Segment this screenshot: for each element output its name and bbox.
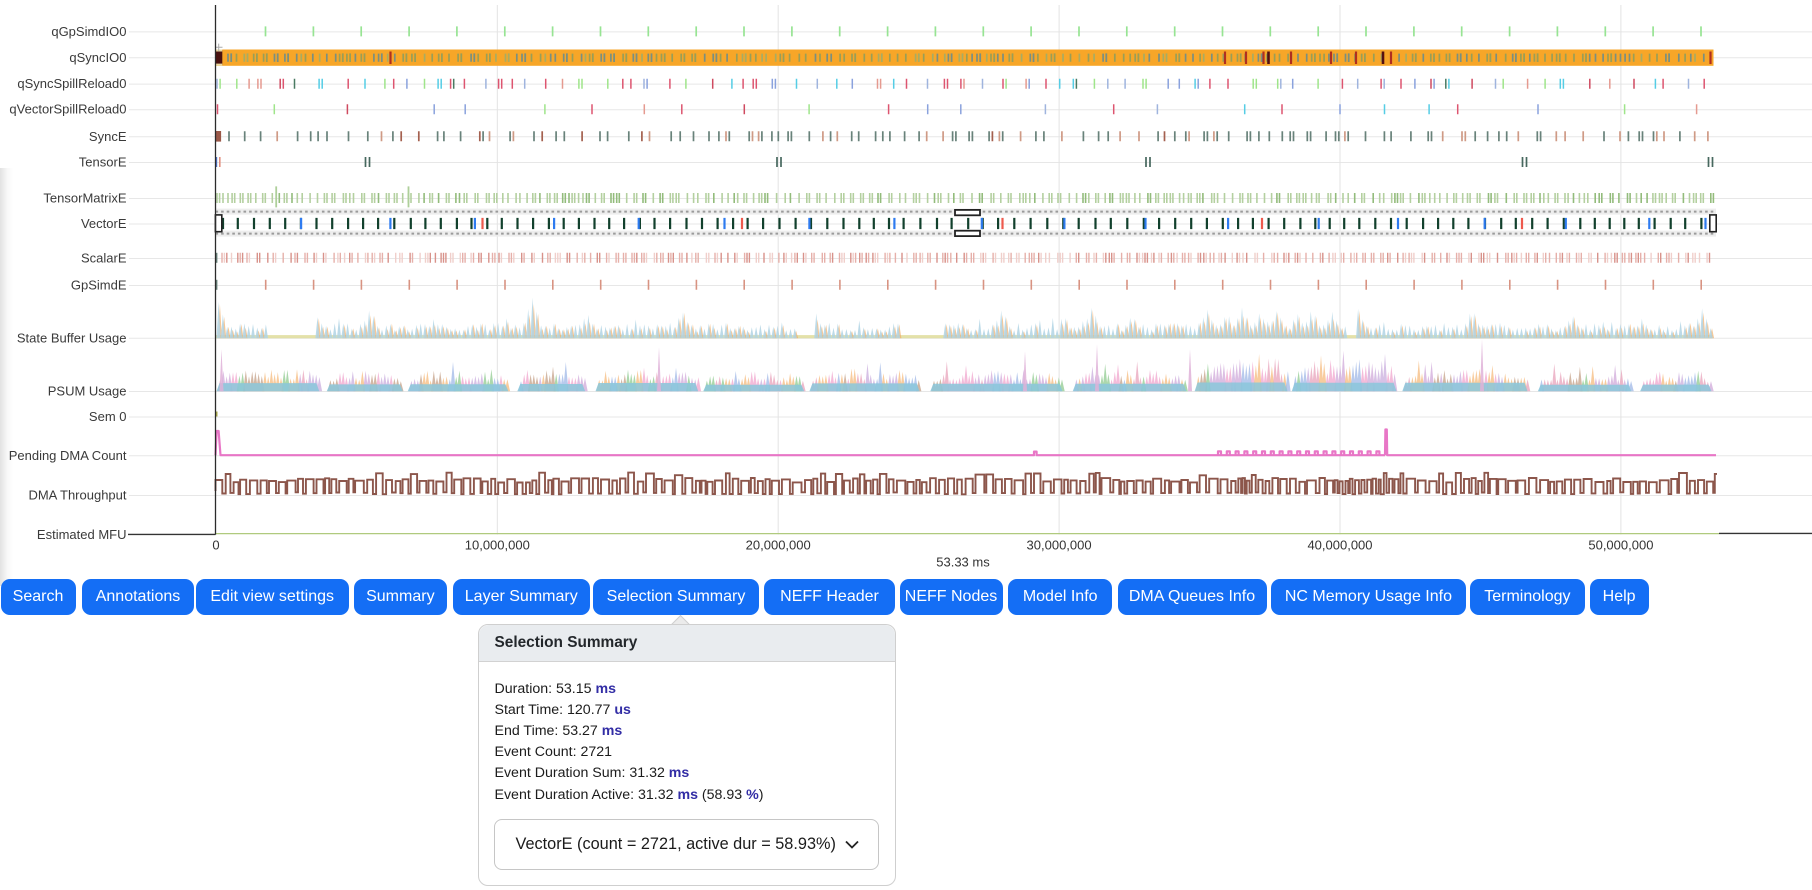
svg-text:PSUM Usage: PSUM Usage bbox=[48, 384, 127, 399]
svg-text:GpSimdE: GpSimdE bbox=[71, 278, 127, 293]
svg-text:TensorMatrixE: TensorMatrixE bbox=[43, 191, 126, 206]
svg-text:TensorE: TensorE bbox=[79, 155, 127, 170]
svg-text:50,000,000: 50,000,000 bbox=[1588, 538, 1653, 553]
svg-text:20,000,000: 20,000,000 bbox=[746, 538, 811, 553]
svg-text:Sem 0: Sem 0 bbox=[89, 409, 127, 424]
svg-text:VectorE: VectorE bbox=[81, 216, 127, 231]
svg-text:Estimated MFU: Estimated MFU bbox=[37, 527, 127, 542]
svg-text:Pending DMA Count: Pending DMA Count bbox=[9, 448, 127, 463]
svg-text:State Buffer Usage: State Buffer Usage bbox=[17, 330, 127, 345]
svg-text:30,000,000: 30,000,000 bbox=[1027, 538, 1092, 553]
svg-text:SyncE: SyncE bbox=[89, 129, 127, 144]
svg-text:53.33 ms: 53.33 ms bbox=[936, 555, 990, 570]
svg-text:qSyncSpillReload0: qSyncSpillReload0 bbox=[17, 76, 126, 91]
svg-text:qGpSimdIO0: qGpSimdIO0 bbox=[51, 24, 126, 39]
svg-text:0: 0 bbox=[212, 538, 219, 553]
svg-text:ScalarE: ScalarE bbox=[81, 251, 127, 266]
svg-text:qSyncIO0: qSyncIO0 bbox=[69, 50, 126, 65]
svg-text:10,000,000: 10,000,000 bbox=[465, 538, 530, 553]
svg-text:DMA Throughput: DMA Throughput bbox=[28, 488, 126, 503]
svg-text:40,000,000: 40,000,000 bbox=[1307, 538, 1372, 553]
svg-text:qVectorSpillReload0: qVectorSpillReload0 bbox=[9, 102, 126, 117]
